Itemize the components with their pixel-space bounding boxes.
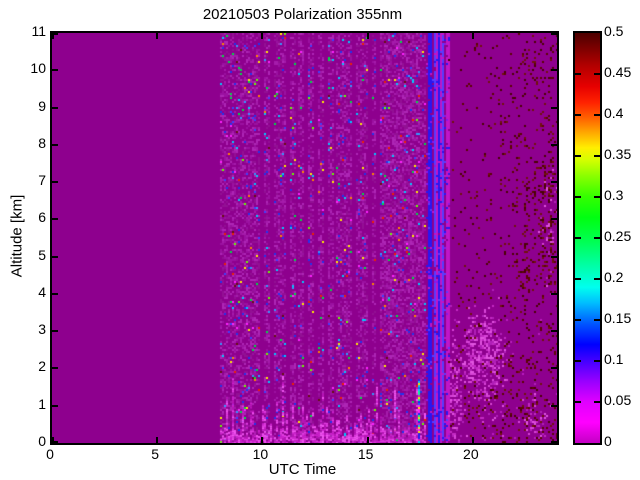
axis-tick xyxy=(551,441,557,443)
y-tick-label: 7 xyxy=(38,172,46,189)
colorbar-tick-label: 0.05 xyxy=(604,392,632,408)
y-tick-label: 8 xyxy=(38,134,46,151)
axis-tick xyxy=(366,33,369,39)
y-tick-label: 11 xyxy=(31,23,46,39)
y-tick-label: 4 xyxy=(38,283,46,300)
colorbar-tick xyxy=(575,73,581,75)
y-tick-label: 2 xyxy=(38,358,46,375)
axis-tick xyxy=(471,33,474,39)
colorbar-tick-label: 0.1 xyxy=(604,351,624,367)
colorbar-tick xyxy=(594,196,600,198)
x-tick-label: 10 xyxy=(252,446,269,462)
x-tick-label: 5 xyxy=(151,446,160,462)
axis-tick xyxy=(156,33,159,39)
axis-tick xyxy=(551,218,557,221)
colorbar-tick xyxy=(594,237,600,239)
axis-tick xyxy=(52,404,58,407)
colorbar-tick xyxy=(575,278,581,280)
colorbar-tick-label: 0.3 xyxy=(604,187,624,203)
chart-title: 20210503 Polarization 355nm xyxy=(202,6,403,23)
x-tick-label: 20 xyxy=(463,446,479,462)
colorbar-tick-label: 0.45 xyxy=(604,64,632,80)
y-axis-label: Altitude [km] xyxy=(8,194,26,278)
colorbar-tick-label: 0.4 xyxy=(604,105,624,121)
colorbar-tick xyxy=(594,155,600,157)
y-tick-label: 6 xyxy=(38,209,46,226)
colorbar-tick xyxy=(594,73,600,75)
axis-tick xyxy=(52,33,54,39)
plot-area xyxy=(50,31,559,445)
axis-tick xyxy=(52,106,58,109)
y-tick-label: 0 xyxy=(38,433,46,449)
colorbar-tick-label: 0.2 xyxy=(604,269,624,285)
axis-tick xyxy=(52,255,58,258)
axis-tick xyxy=(551,404,557,407)
axis-tick xyxy=(52,367,58,370)
axis-tick xyxy=(52,69,58,72)
x-tick-label: 15 xyxy=(357,446,374,462)
colorbar-tick-label: 0 xyxy=(604,433,612,449)
axis-tick xyxy=(52,437,54,443)
axis-tick xyxy=(156,437,159,443)
axis-tick xyxy=(52,143,58,146)
colorbar-tick xyxy=(594,319,600,321)
y-tick-label: 9 xyxy=(38,97,46,114)
colorbar xyxy=(573,31,602,445)
axis-tick xyxy=(366,437,369,443)
colorbar-tick-label: 0.15 xyxy=(604,310,632,326)
colorbar-tick xyxy=(575,319,581,321)
axis-tick xyxy=(261,33,264,39)
axis-tick xyxy=(551,69,557,72)
y-tick-label: 3 xyxy=(38,321,46,338)
axis-tick xyxy=(551,181,557,184)
axis-tick xyxy=(551,367,557,370)
y-tick-label: 5 xyxy=(38,246,46,263)
colorbar-tick xyxy=(575,360,581,362)
axis-tick xyxy=(551,106,557,109)
axis-tick xyxy=(551,330,557,333)
y-tick-label: 1 xyxy=(38,395,46,412)
colorbar-tick xyxy=(575,196,581,198)
colorbar-tick xyxy=(575,114,581,116)
heatmap-canvas xyxy=(52,33,557,443)
colorbar-tick xyxy=(594,360,600,362)
axis-tick xyxy=(52,33,58,35)
y-tick-label: 10 xyxy=(30,60,46,77)
colorbar-tick xyxy=(594,114,600,116)
axis-tick xyxy=(261,437,264,443)
x-axis-label: UTC Time xyxy=(268,461,337,478)
colorbar-tick-label: 0.25 xyxy=(604,228,632,244)
x-tick-label: 0 xyxy=(46,446,54,462)
axis-tick xyxy=(52,218,58,221)
colorbar-tick-label: 0.35 xyxy=(604,146,632,162)
colorbar-tick xyxy=(594,278,600,280)
colorbar-tick xyxy=(575,237,581,239)
axis-tick xyxy=(52,441,58,443)
axis-tick xyxy=(52,181,58,184)
axis-tick xyxy=(551,292,557,295)
axis-tick xyxy=(52,330,58,333)
colorbar-tick xyxy=(575,155,581,157)
colorbar-tick xyxy=(594,401,600,403)
axis-tick xyxy=(551,143,557,146)
colorbar-tick-label: 0.5 xyxy=(604,23,624,39)
colorbar-tick xyxy=(575,401,581,403)
axis-tick xyxy=(471,437,474,443)
axis-tick xyxy=(52,292,58,295)
axis-tick xyxy=(551,33,557,35)
axis-tick xyxy=(551,255,557,258)
